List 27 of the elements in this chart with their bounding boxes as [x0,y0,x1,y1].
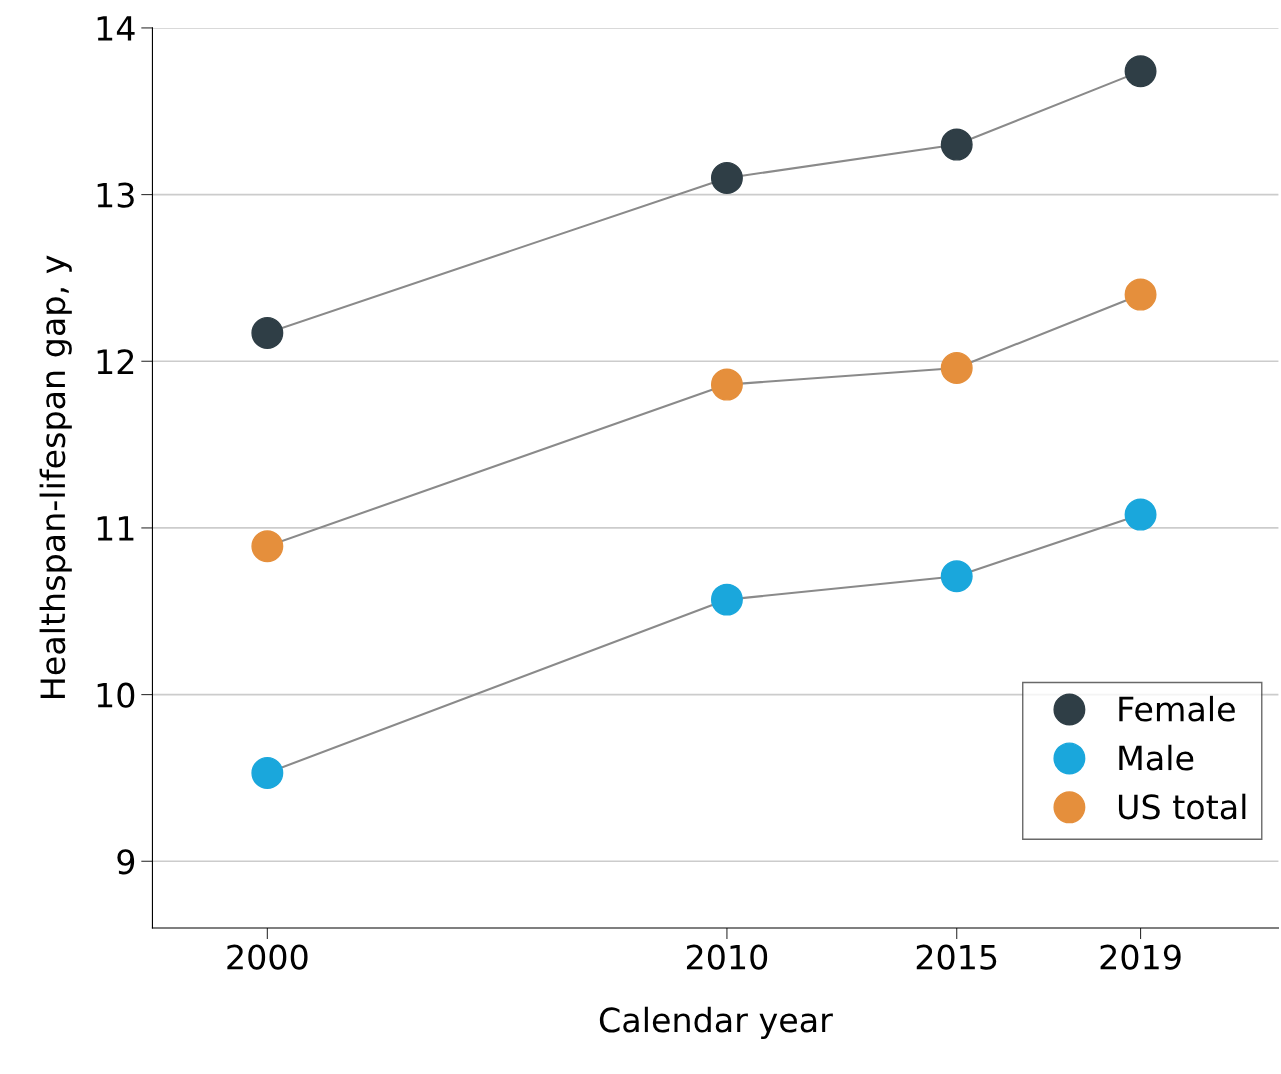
y-tick-label: 12 [97,349,134,374]
point [710,368,743,401]
x-tick-label: 2015 [916,944,997,970]
point [1124,498,1157,531]
point [940,560,973,593]
y-tick-label: 13 [97,182,134,208]
point [251,756,284,789]
point [251,530,284,563]
y-tick-label: 14 [97,16,135,41]
point [710,583,743,616]
legend-label: Female [1119,695,1235,722]
x-tick-label: 2019 [1100,944,1181,970]
y-tick-label: 10 [97,682,135,708]
x-axis-title: Calendar year [599,1006,833,1039]
point [1124,55,1157,88]
legend-label: US total [1118,793,1246,820]
point [710,161,743,194]
legend-label: Male [1119,744,1194,771]
point [940,351,973,384]
x-tick-label: 2000 [227,944,308,970]
y-tick-label: 9 [117,849,135,875]
point [940,128,973,161]
x-tick-label: 2010 [686,944,768,970]
point [1124,278,1157,311]
point [251,316,284,349]
y-axis-title: Healthspan-lifespan gap, y [39,255,72,698]
y-tick-label: 11 [97,516,134,541]
